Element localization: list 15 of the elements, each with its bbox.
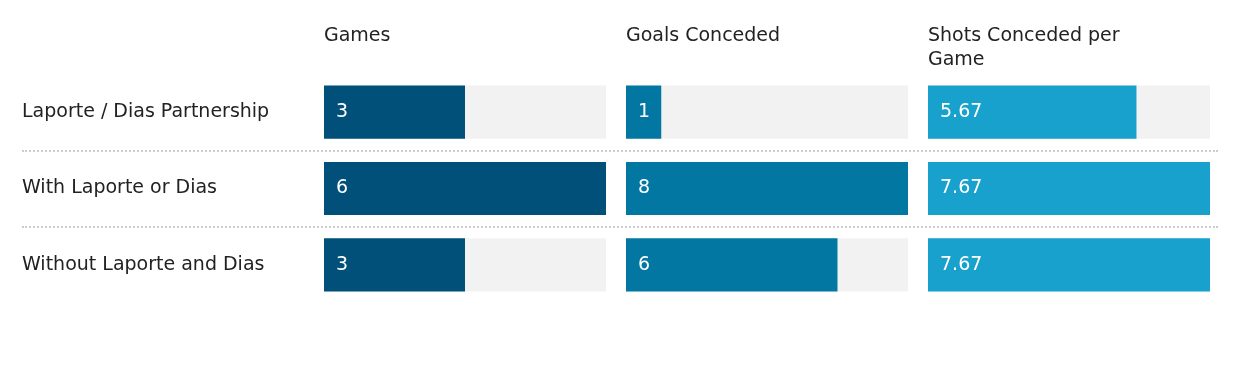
data-label: 7.67 xyxy=(940,175,983,198)
data-label: 6 xyxy=(638,251,651,274)
data-label: 7.67 xyxy=(940,251,983,274)
data-label: 5.67 xyxy=(940,99,983,122)
data-label: 6 xyxy=(336,175,349,198)
y-tick-label: With Laporte or Dias xyxy=(22,175,218,198)
chart-title: Goals Conceded xyxy=(626,22,782,46)
data-label: 3 xyxy=(336,99,349,122)
y-tick-label: Laporte / Dias Partnership xyxy=(22,99,270,122)
chart-title: Games xyxy=(324,22,392,46)
chart-title: Shots Conceded per Game xyxy=(928,22,1121,70)
data-label: 1 xyxy=(638,99,651,122)
data-label: 3 xyxy=(336,251,349,274)
y-tick-label: Without Laporte and Dias xyxy=(22,251,265,274)
data-label: 8 xyxy=(638,175,651,198)
